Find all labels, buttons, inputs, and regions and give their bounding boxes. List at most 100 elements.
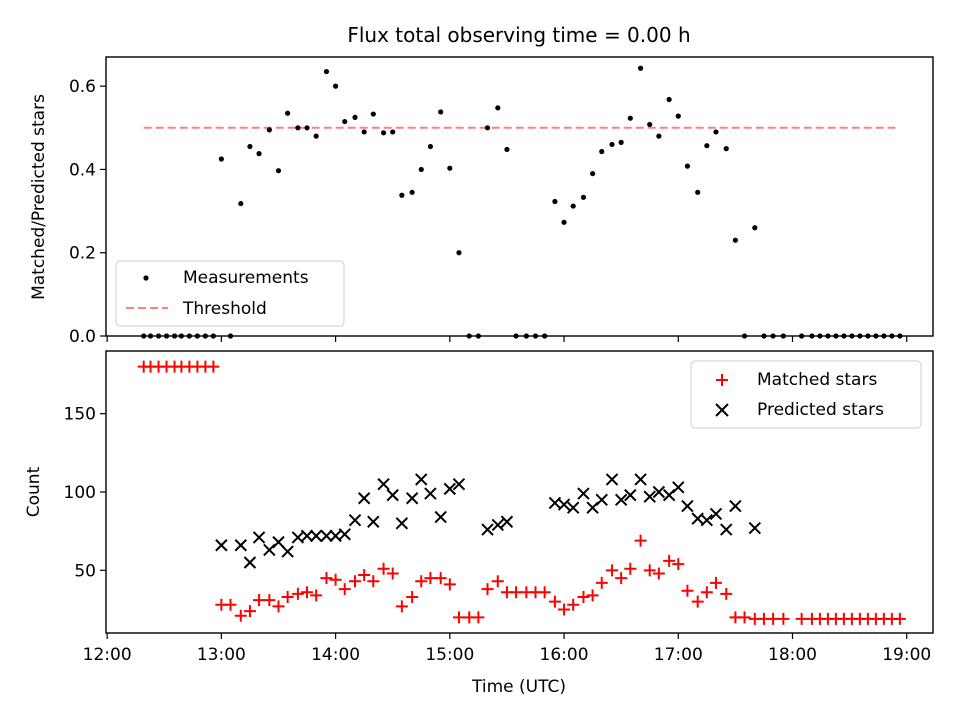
top-y-ticks: 0.0 0.2 0.4 0.6	[69, 77, 106, 347]
legend-matched-marker	[716, 374, 728, 386]
measurement-point	[590, 170, 596, 177]
matched-star-point	[443, 578, 456, 591]
x-tick-label: 13:00	[197, 645, 246, 665]
measurement-point	[380, 130, 387, 136]
measurement-point	[313, 133, 319, 139]
bottom-legend: Matched stars Predicted stars	[690, 360, 922, 429]
matched-star-point	[406, 590, 419, 603]
measurement-point	[238, 200, 244, 207]
x-tick-label: 17:00	[654, 645, 703, 665]
legend-threshold-label: Threshold	[182, 299, 267, 319]
legend-predicted-label: Predicted stars	[757, 400, 884, 420]
predicted-star-point	[577, 487, 590, 500]
matched-star-point	[606, 564, 619, 577]
predicted-star-point	[566, 501, 580, 514]
measurement-point	[427, 143, 434, 150]
legend-predicted-marker	[715, 403, 729, 417]
measurement-point	[570, 203, 576, 209]
bottom-y-ticks: 50 100 150	[64, 405, 106, 581]
matched-star-point	[595, 576, 608, 589]
matched-star-point	[767, 612, 780, 625]
matched-star-point	[395, 600, 408, 613]
matched-star-point	[615, 572, 628, 585]
matched-star-point	[624, 562, 637, 575]
measurement-point	[285, 110, 291, 116]
matched-star-point	[320, 572, 333, 585]
top-y-axis-label: Matched/Predicted stars	[29, 94, 49, 300]
x-tick-label: 19:00	[882, 645, 931, 665]
x-axis-label: Time (UTC)	[471, 677, 566, 697]
predicted-star-point	[272, 535, 285, 549]
measurement-point	[675, 113, 681, 119]
matched-star-point	[386, 567, 399, 580]
measurement-point	[713, 129, 719, 135]
predicted-star-point	[234, 539, 247, 552]
measurement-point	[609, 141, 615, 148]
measurement-point	[247, 143, 253, 150]
predicted-star-point	[491, 518, 505, 532]
matched-star-point	[567, 598, 580, 611]
legend-matched-label: Matched stars	[757, 370, 877, 390]
bottom-legend-box	[690, 360, 922, 429]
matched-star-point	[634, 534, 647, 547]
matched-star-point	[720, 587, 733, 600]
matched-star-point	[481, 583, 494, 596]
top-legend: Measurements Threshold	[115, 260, 345, 327]
measurement-point	[561, 219, 567, 225]
matched-star-point	[358, 569, 371, 582]
bottom-y-tick-label: 100	[64, 483, 96, 503]
matched-star-point	[472, 611, 485, 624]
top-y-tick-label: 0.0	[69, 327, 96, 347]
matched-star-point	[795, 612, 808, 625]
measurement-point	[266, 127, 272, 133]
measurement-point	[456, 250, 462, 256]
measurement-point	[370, 111, 376, 117]
measurement-point	[695, 189, 701, 195]
predicted-star-point	[367, 515, 380, 528]
matched-star-point	[548, 595, 561, 608]
matched-star-point	[452, 611, 465, 624]
predicted-star-point	[320, 529, 333, 543]
matched-star-point	[643, 564, 656, 577]
measurement-point	[637, 65, 644, 71]
measurement-point	[352, 114, 358, 120]
matched-star-point	[652, 567, 665, 580]
legend-measurements-label: Measurements	[183, 268, 309, 288]
measurement-point	[484, 125, 491, 131]
measurement-point	[342, 118, 348, 125]
measurement-point	[390, 129, 396, 135]
matched-star-point	[681, 584, 694, 597]
predicted-star-point	[452, 477, 466, 491]
matched-star-point	[310, 589, 323, 602]
bottom-y-axis-label: Count	[24, 466, 44, 517]
matched-star-point	[424, 572, 437, 585]
matched-star-point	[234, 609, 247, 622]
bottom-x-ticks: 12:00 13:00 14:00 15:00 16:00 17:00 18:00 19:00	[83, 633, 931, 665]
matched-star-point	[691, 595, 704, 608]
predicted-star-point	[243, 556, 257, 569]
matched-star-point	[338, 583, 351, 596]
measurement-point	[218, 156, 224, 162]
predicted-star-point	[681, 499, 694, 513]
matched-star-point	[291, 587, 304, 600]
matched-star-point	[243, 605, 256, 618]
matched-star-point	[586, 589, 599, 602]
predicted-star-point	[424, 487, 437, 500]
measurement-point	[684, 163, 691, 169]
bottom-panel-data	[137, 360, 906, 625]
predicted-star-point	[443, 482, 457, 496]
predicted-star-point	[300, 529, 314, 543]
predicted-star-point	[415, 473, 428, 486]
matched-star-point	[577, 590, 590, 603]
predicted-star-point	[643, 490, 656, 503]
predicted-star-point	[672, 481, 685, 494]
predicted-star-point	[557, 498, 571, 511]
matched-star-point	[434, 572, 447, 585]
x-tick-label: 14:00	[311, 645, 360, 665]
predicted-star-point	[720, 523, 733, 536]
top-panel-frame	[105, 56, 934, 337]
predicted-star-point	[386, 488, 399, 502]
matched-star-point	[207, 360, 220, 373]
